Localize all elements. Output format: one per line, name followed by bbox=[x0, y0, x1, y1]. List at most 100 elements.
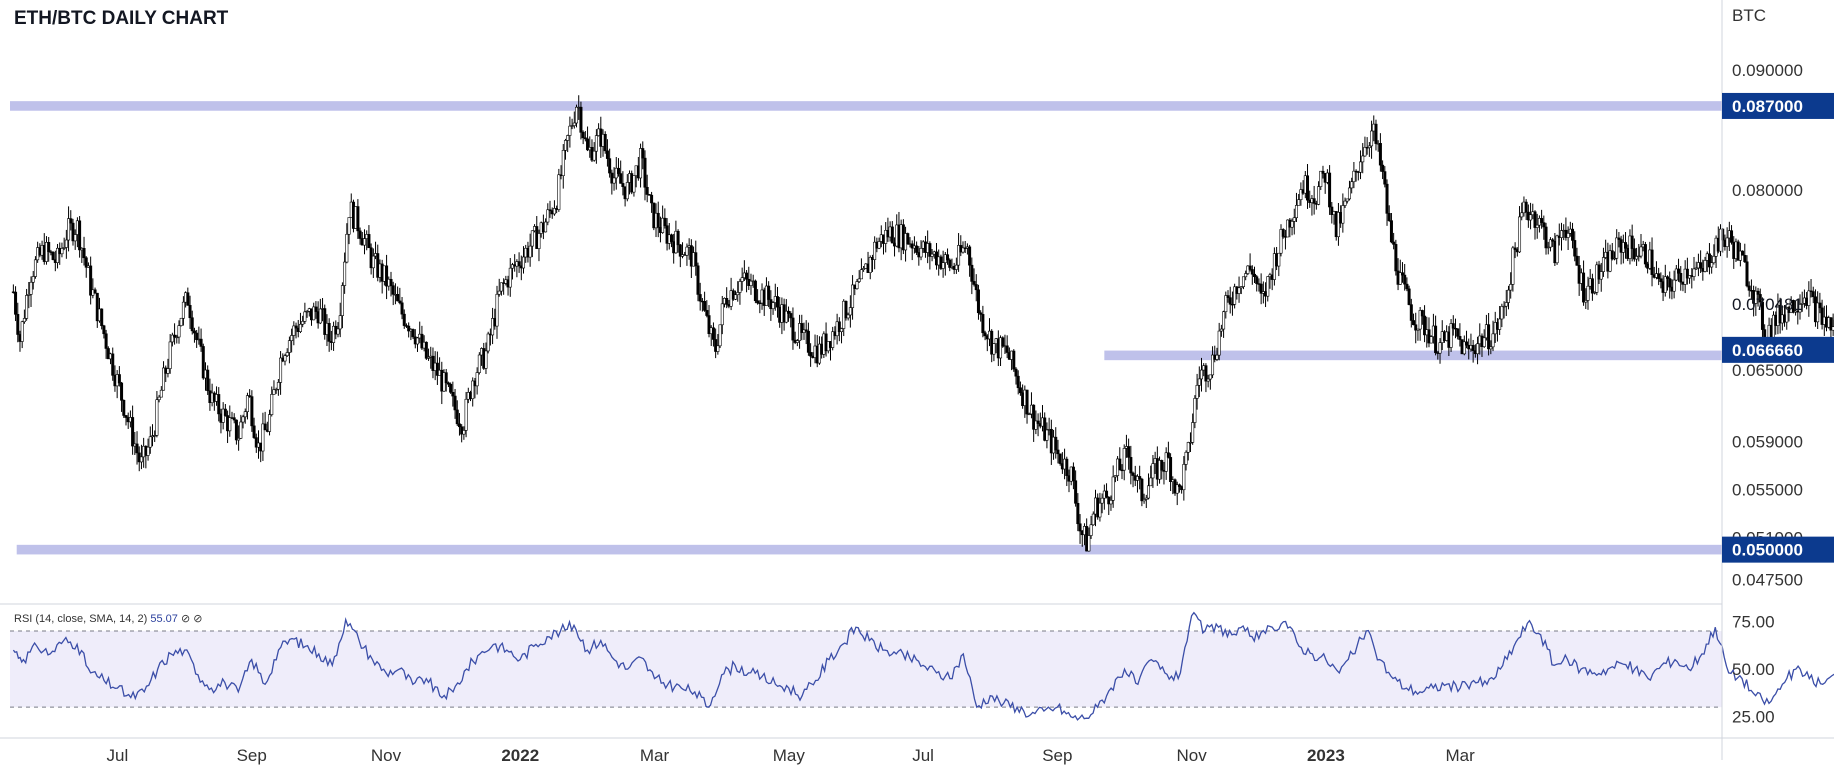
candle-body bbox=[1359, 161, 1363, 173]
candle-body bbox=[1551, 239, 1555, 242]
candle-body bbox=[243, 411, 247, 418]
candle-body bbox=[1014, 368, 1018, 377]
candle-body bbox=[1529, 214, 1533, 221]
candle-body bbox=[367, 234, 371, 249]
candle-body bbox=[1118, 458, 1122, 471]
candle-body bbox=[22, 318, 26, 323]
candle-body bbox=[594, 135, 598, 152]
candle-body bbox=[1548, 239, 1552, 248]
candle-body bbox=[347, 217, 351, 235]
candle-body bbox=[285, 352, 289, 356]
time-tick-label: Jul bbox=[107, 746, 129, 765]
candle-body bbox=[1754, 290, 1758, 304]
candle-body bbox=[1367, 145, 1371, 148]
candle-body bbox=[1498, 318, 1502, 330]
candle-body bbox=[47, 242, 51, 253]
candle-body bbox=[416, 337, 420, 345]
candle-body bbox=[345, 233, 349, 263]
candle-body bbox=[73, 234, 77, 242]
candle-body bbox=[1639, 246, 1643, 257]
candle-body bbox=[1535, 224, 1539, 228]
candle-body bbox=[1601, 257, 1605, 272]
candle-body bbox=[855, 281, 859, 290]
candle-body bbox=[1233, 286, 1237, 305]
candle-body bbox=[1643, 244, 1647, 265]
candle-body bbox=[385, 265, 389, 287]
candle-body bbox=[1352, 170, 1356, 183]
candle-body bbox=[232, 417, 236, 421]
candle-body bbox=[1297, 199, 1301, 206]
candle-body bbox=[1001, 337, 1005, 347]
candle-body bbox=[179, 317, 183, 326]
candle-body bbox=[1518, 216, 1522, 253]
candle-body bbox=[1756, 290, 1760, 295]
time-tick-label: Mar bbox=[640, 746, 670, 765]
candle-body bbox=[1692, 268, 1696, 277]
candle-body bbox=[1237, 287, 1241, 294]
candle-body bbox=[170, 334, 174, 343]
candle-body bbox=[1760, 301, 1764, 330]
candle-body bbox=[95, 292, 99, 322]
candle-body bbox=[1405, 283, 1409, 290]
candle-body bbox=[946, 254, 950, 261]
candle-body bbox=[694, 252, 698, 267]
candle-body bbox=[641, 148, 645, 159]
candle-body bbox=[791, 317, 795, 341]
candle-body bbox=[250, 396, 254, 427]
candle-body bbox=[566, 135, 570, 141]
candle-body bbox=[616, 167, 620, 174]
candle-body bbox=[177, 325, 181, 338]
price-axis-unit: BTC bbox=[1732, 6, 1766, 25]
candle-body bbox=[992, 343, 996, 355]
candle-body bbox=[223, 408, 227, 416]
candle-body bbox=[1111, 476, 1115, 501]
candle-body bbox=[1657, 273, 1661, 280]
rsi-settings-icons[interactable]: ⊘ ⊘ bbox=[180, 613, 203, 625]
time-tick-label: Sep bbox=[1042, 746, 1072, 765]
candle-body bbox=[1685, 268, 1689, 279]
candle-body bbox=[605, 150, 609, 159]
candle-body bbox=[1573, 240, 1577, 257]
candle-body bbox=[1343, 200, 1347, 206]
candle-body bbox=[831, 331, 835, 348]
candle-body bbox=[941, 262, 945, 269]
candle-body bbox=[1566, 233, 1570, 238]
rsi-value: 55.07 bbox=[150, 613, 178, 625]
candle-body bbox=[1151, 463, 1155, 479]
candle-body bbox=[1414, 324, 1418, 331]
candle-body bbox=[563, 140, 567, 151]
candle-body bbox=[153, 435, 157, 437]
candle-body bbox=[857, 278, 861, 282]
candle-body bbox=[363, 238, 367, 246]
candle-body bbox=[868, 257, 872, 273]
candle-body bbox=[411, 329, 415, 338]
candle-body bbox=[192, 330, 196, 334]
candle-body bbox=[1330, 206, 1334, 215]
candle-body bbox=[270, 394, 274, 415]
price-tick-label: 0.065000 bbox=[1732, 361, 1803, 380]
candle-body bbox=[1230, 303, 1234, 306]
candle-body bbox=[1363, 147, 1367, 157]
candle-body bbox=[1668, 278, 1672, 288]
candle-body bbox=[1398, 272, 1402, 285]
candle-body bbox=[175, 336, 179, 339]
candle-body bbox=[775, 296, 779, 308]
candle-body bbox=[1617, 237, 1621, 240]
candle-body bbox=[1350, 181, 1354, 189]
candle-body bbox=[738, 281, 742, 293]
candle-body bbox=[608, 158, 612, 174]
candle-body bbox=[537, 233, 541, 249]
candle-body bbox=[745, 272, 749, 280]
candle-body bbox=[484, 350, 488, 369]
candle-body bbox=[495, 293, 499, 327]
candle-body bbox=[528, 245, 532, 258]
candle-body bbox=[1012, 350, 1016, 370]
candle-body bbox=[1418, 310, 1422, 330]
candle-body bbox=[33, 259, 37, 277]
candle-body bbox=[1712, 255, 1716, 264]
candle-body bbox=[1217, 330, 1221, 356]
candle-body bbox=[1272, 253, 1276, 280]
candle-body bbox=[1147, 485, 1151, 499]
candle-body bbox=[323, 308, 327, 335]
